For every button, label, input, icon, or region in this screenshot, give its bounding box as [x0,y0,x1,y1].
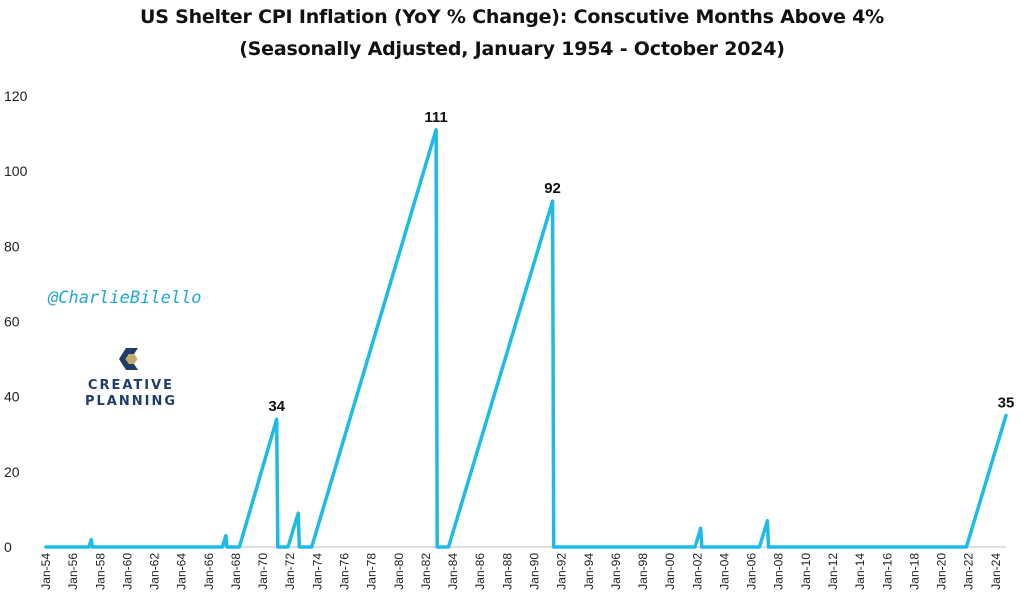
x-tick-label: Jan-92 [555,553,569,590]
x-tick-label: Jan-90 [527,553,541,590]
x-tick-label: Jan-02 [690,553,704,590]
x-tick-label: Jan-94 [582,553,596,590]
y-tick-label: 100 [4,163,28,179]
x-tick-label: Jan-54 [39,553,53,590]
data-label: 35 [998,394,1015,411]
x-tick-label: Jan-70 [256,553,270,590]
x-tick-label: Jan-66 [202,553,216,590]
x-tick-label: Jan-72 [283,553,297,590]
x-tick-label: Jan-18 [907,553,921,590]
x-tick-label: Jan-20 [935,553,949,590]
watermark-handle: @CharlieBilello [48,288,202,308]
y-tick-label: 20 [4,464,20,480]
x-tick-label: Jan-74 [310,553,324,590]
x-tick-label: Jan-62 [148,553,162,590]
x-tick-label: Jan-24 [989,553,1003,590]
data-labels: 34 111 92 35 [268,109,1014,415]
x-tick-label: Jan-16 [880,553,894,590]
y-tick-label: 40 [4,389,20,405]
x-tick-label: Jan-58 [93,553,107,590]
x-tick-label: Jan-76 [338,553,352,590]
y-tick-label: 120 [4,88,28,104]
x-tick-label: Jan-68 [229,553,243,590]
chart-subtitle: (Seasonally Adjusted, January 1954 - Oct… [239,38,785,60]
x-tick-label: Jan-96 [609,553,623,590]
data-label: 92 [544,180,561,197]
logo-text-line2: PLANNING [84,394,178,409]
x-tick-label: Jan-00 [663,553,677,590]
x-tick-label: Jan-04 [717,553,731,590]
logo-text-line1: CREATIVE [87,378,175,393]
data-label: 111 [424,109,447,126]
creative-planning-logo: CREATIVE PLANNING [72,344,190,410]
x-tick-label: Jan-88 [500,553,514,590]
creative-planning-logo-icon [119,348,138,370]
x-tick-label: Jan-06 [745,553,759,590]
x-tick-label: Jan-84 [446,553,460,590]
y-axis: 0 20 40 60 80 100 120 [4,88,28,555]
x-tick-label: Jan-60 [120,553,134,590]
x-tick-label: Jan-64 [175,553,189,590]
x-tick-label: Jan-12 [826,553,840,590]
x-tick-label: Jan-08 [772,553,786,590]
series-line [44,128,1008,549]
series-layer [44,128,1008,549]
data-label: 34 [268,398,285,415]
x-tick-label: Jan-14 [853,553,867,590]
x-tick-label: Jan-86 [473,553,487,590]
x-tick-label: Jan-10 [799,553,813,590]
x-tick-label: Jan-98 [636,553,650,590]
y-tick-label: 80 [4,238,20,254]
x-axis: Jan-54 Jan-56 Jan-58 Jan-60 Jan-62 Jan-64 Jan-… [39,546,1006,590]
x-tick-label: Jan-56 [66,553,80,590]
x-tick-label: Jan-80 [392,553,406,590]
y-tick-label: 60 [4,314,20,330]
x-tick-label: Jan-82 [419,553,433,590]
x-tick-label: Jan-78 [365,553,379,590]
y-tick-label: 0 [4,539,12,555]
x-tick-label: Jan-22 [962,553,976,590]
chart-title: US Shelter CPI Inflation (YoY % Change):… [139,6,885,28]
